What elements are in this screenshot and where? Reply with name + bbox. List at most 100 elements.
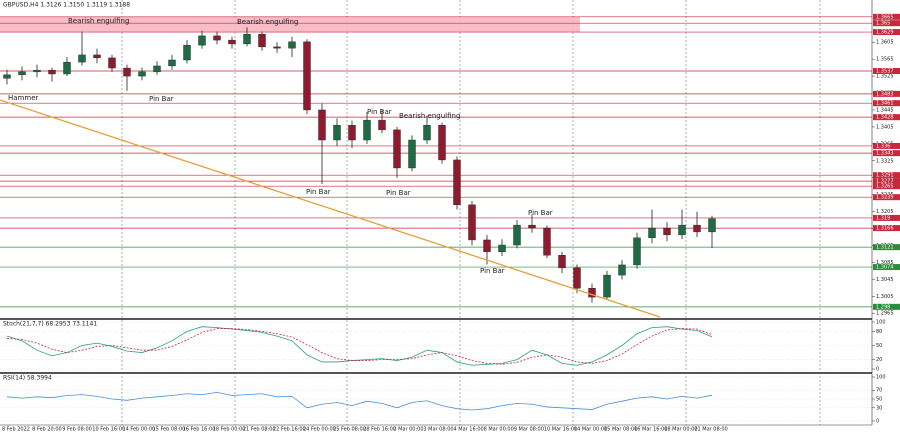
candle-body: [558, 254, 566, 269]
candle-body: [63, 61, 71, 75]
panel-separator: [0, 372, 872, 374]
x-tick-label: 8 Feb 20:00: [32, 427, 62, 433]
level-label-box: [873, 150, 900, 157]
candle-body: [228, 39, 236, 45]
x-tick-label: 4 Mar 16:00: [454, 427, 484, 433]
pattern-annotation: Pin Bar: [480, 267, 505, 275]
y-tick-label: 70: [876, 388, 882, 394]
y-tick-label: 1.3605: [876, 40, 894, 46]
x-tick-label: 3 Mar 08:00: [423, 427, 453, 433]
level-label-box: [873, 142, 900, 149]
candle-body: [453, 159, 461, 206]
candle-body: [33, 69, 41, 73]
x-tick-label: 8 Feb 2022: [2, 427, 30, 433]
pattern-annotation: Hammer: [8, 94, 38, 102]
y-tick-label: 1.3085: [876, 260, 894, 266]
candle-body: [513, 224, 521, 246]
x-tick-label: 16 Mar 16:00: [634, 427, 667, 433]
x-tick-label: 14 Mar 00:00: [574, 427, 607, 433]
level-label: 1.3343: [876, 151, 894, 157]
level-label: 1.3239: [876, 195, 894, 201]
level-label-box: [873, 183, 900, 190]
candle-body: [408, 139, 416, 169]
candle-body: [138, 71, 146, 77]
level-label: 1.336: [876, 143, 890, 149]
candle-body: [438, 125, 446, 161]
x-tick-label: 25 Feb 08:00: [333, 427, 366, 433]
level-label: 1.3665: [876, 14, 894, 20]
level-label: 1.3483: [876, 91, 894, 97]
pattern-annotation: Pin Bar: [306, 188, 331, 196]
x-tick-label: 9 Mar 08:00: [514, 427, 544, 433]
candle-body: [588, 288, 596, 298]
candle-body: [663, 227, 671, 236]
candle-body: [48, 69, 56, 75]
y-tick-label: 1.3525: [876, 74, 894, 80]
candle-body: [348, 125, 356, 141]
y-tick-label: 0: [876, 367, 879, 373]
candle-body: [123, 67, 131, 77]
x-tick-label: 24 Feb 00:00: [303, 427, 336, 433]
level-label: 1.3265: [876, 184, 894, 190]
candle-body: [168, 59, 176, 67]
y-tick-label: 1.3005: [876, 294, 894, 300]
x-tick-label: 2 Mar 00:00: [393, 427, 423, 433]
candle-body: [693, 224, 701, 233]
level-label: 1.3461: [876, 101, 894, 107]
candle-body: [198, 35, 206, 46]
level-label: 1.3121: [876, 245, 894, 251]
candle-body: [288, 41, 296, 49]
candle-body: [618, 264, 626, 276]
candle-body: [3, 74, 11, 79]
x-tick-label: 10 Mar 16:00: [544, 427, 577, 433]
trend-line: [0, 99, 661, 318]
level-label-box: [873, 114, 900, 121]
panel-separator: [0, 318, 872, 320]
indicator-line: [6, 326, 713, 366]
candle-body: [528, 224, 536, 229]
level-label-box: [873, 13, 900, 20]
level-label: 1.3428: [876, 115, 894, 121]
candle-body: [483, 239, 491, 252]
level-label-box: [873, 178, 900, 185]
candle-body: [273, 46, 281, 49]
level-label-box: [873, 68, 900, 75]
y-tick-label: 100: [876, 375, 886, 381]
candle-body: [708, 218, 716, 233]
level-label: 1.365: [876, 21, 890, 27]
y-tick-label: 1.3045: [876, 277, 894, 283]
level-label-box: [873, 194, 900, 201]
stoch-title: Stoch(21,7,7) 68.2953 73.1141: [3, 321, 97, 328]
pattern-annotation: Pin Bar: [149, 95, 174, 103]
y-tick-label: 1.3445: [876, 107, 894, 113]
candle-body: [303, 41, 311, 111]
candle-body: [18, 71, 26, 76]
level-label-box: [873, 172, 900, 179]
y-tick-label: 1.3205: [876, 209, 894, 215]
indicator-line: [6, 328, 713, 365]
candle-body: [573, 267, 581, 289]
candle-body: [363, 119, 371, 141]
level-label-box: [873, 244, 900, 251]
y-tick-label: 1.3405: [876, 124, 894, 130]
level-label: 1.3629: [876, 30, 894, 36]
resistance-zone: [0, 16, 580, 33]
pattern-annotation: Bearish engulfing: [399, 112, 460, 120]
level-label: 1.3277: [876, 179, 894, 185]
level-label: 1.3166: [876, 226, 894, 232]
candle-body: [153, 65, 161, 73]
candle-body: [678, 224, 686, 236]
y-tick-label: 0: [876, 419, 879, 425]
level-label-box: [873, 90, 900, 97]
candle-body: [213, 35, 221, 41]
y-tick-label: 1.2965: [876, 311, 894, 317]
x-tick-label: 28 Feb 16:00: [363, 427, 396, 433]
x-tick-label: 10 Feb 16:00: [92, 427, 125, 433]
y-tick-label: 50: [876, 397, 882, 403]
x-tick-label: 9 Feb 08:00: [62, 427, 92, 433]
candle-body: [93, 54, 101, 59]
level-label: 1.3291: [876, 173, 894, 179]
level-label: 1.3074: [876, 265, 894, 271]
candle-body: [543, 227, 551, 256]
